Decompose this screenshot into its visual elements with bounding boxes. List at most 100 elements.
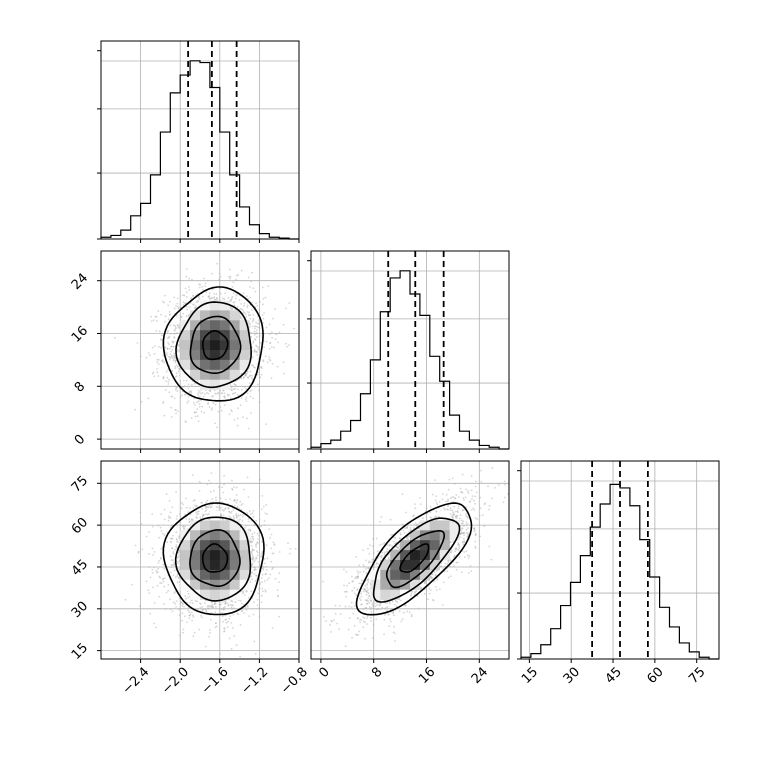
scatter-point [233, 635, 236, 637]
scatter-point [182, 628, 185, 631]
density-cell [200, 300, 211, 311]
scatter-point [197, 380, 199, 382]
scatter-point [157, 375, 160, 377]
density-cell [209, 369, 221, 380]
scatter-point [235, 516, 238, 519]
scatter-point [139, 605, 141, 608]
scatter-point [173, 332, 176, 335]
scatter-point [232, 292, 235, 294]
scatter-point [211, 503, 214, 506]
scatter-point [259, 300, 261, 303]
scatter-point [230, 386, 233, 389]
scatter-point [151, 372, 154, 375]
scatter-point [204, 282, 207, 285]
scatter-point [218, 486, 220, 488]
scatter-point [478, 514, 481, 517]
scatter-point [215, 506, 218, 508]
scatter-point [175, 531, 178, 534]
scatter-point [276, 365, 279, 368]
scatter-point [218, 287, 221, 290]
scatter-point [187, 286, 190, 288]
scatter-point [198, 286, 201, 289]
scatter-point [227, 296, 230, 299]
scatter-point [258, 327, 261, 330]
scatter-point [189, 613, 192, 616]
scatter-point [182, 386, 185, 388]
density-cell [209, 550, 221, 561]
scatter-point [184, 394, 186, 396]
density-cell [190, 579, 201, 590]
scatter-point [369, 616, 372, 619]
scatter-point [160, 513, 163, 516]
scatter-point [178, 535, 181, 537]
contour-3 [162, 286, 264, 402]
scatter-point [253, 531, 256, 534]
density-cell [209, 530, 221, 541]
scatter-point [169, 324, 172, 327]
scatter-point [164, 320, 166, 323]
scatter-point [198, 391, 201, 393]
scatter-point [184, 302, 186, 305]
scatter-point [188, 391, 191, 394]
scatter-point [197, 512, 200, 515]
scatter-point [173, 563, 176, 565]
scatter-point [255, 331, 258, 334]
scatter-point [243, 302, 246, 305]
scatter-point [164, 389, 167, 391]
scatter-point [205, 389, 207, 392]
scatter-point [256, 551, 259, 554]
scatter-point [263, 520, 266, 522]
density-cell [190, 569, 201, 581]
scatter-point [250, 590, 253, 593]
density-cell [200, 550, 211, 561]
scatter-point [201, 606, 204, 608]
scatter-point [228, 268, 231, 271]
scatter-point [170, 563, 173, 566]
scatter-point [157, 568, 160, 570]
scatter-point [174, 385, 177, 388]
scatter-point [251, 571, 254, 574]
scatter-point [256, 351, 258, 354]
scatter-point [190, 297, 193, 299]
scatter-point [278, 581, 281, 583]
scatter-point [220, 513, 223, 515]
scatter-point [168, 343, 170, 346]
scatter-point [227, 604, 230, 607]
scatter-point [250, 336, 253, 338]
scatter-point [265, 569, 268, 571]
scatter-point [205, 392, 208, 394]
scatter-point [249, 390, 252, 393]
scatter-point [212, 395, 215, 397]
scatter-point [230, 297, 233, 300]
density-cell [200, 589, 211, 600]
scatter-point [164, 346, 167, 349]
scatter-point [189, 601, 192, 604]
scatter-point [252, 318, 255, 320]
scatter-point [235, 294, 238, 297]
scatter-point [167, 368, 170, 371]
scatter-point [158, 559, 161, 562]
y-tick-label: 60 [69, 515, 91, 537]
scatter-point [257, 538, 259, 540]
scatter-point [364, 637, 366, 640]
density-cell [180, 340, 191, 351]
scatter-point [192, 499, 195, 502]
density-cell [239, 330, 250, 341]
panel-frame [100, 460, 300, 660]
scatter-point [250, 545, 253, 547]
scatter-point [218, 273, 221, 275]
scatter-point [210, 505, 213, 508]
scatter-point [247, 297, 250, 300]
scatter-point [232, 515, 235, 518]
density-cell [200, 330, 211, 341]
scatter-point [178, 550, 180, 553]
scatter-point [166, 337, 169, 339]
scatter-point [253, 366, 256, 369]
scatter-point [156, 320, 158, 322]
scatter-point [220, 506, 223, 509]
contour-2 [175, 301, 253, 389]
scatter-point [177, 365, 180, 368]
scatter-point [257, 358, 260, 360]
scatter-point [234, 297, 237, 300]
scatter-point [192, 635, 195, 638]
